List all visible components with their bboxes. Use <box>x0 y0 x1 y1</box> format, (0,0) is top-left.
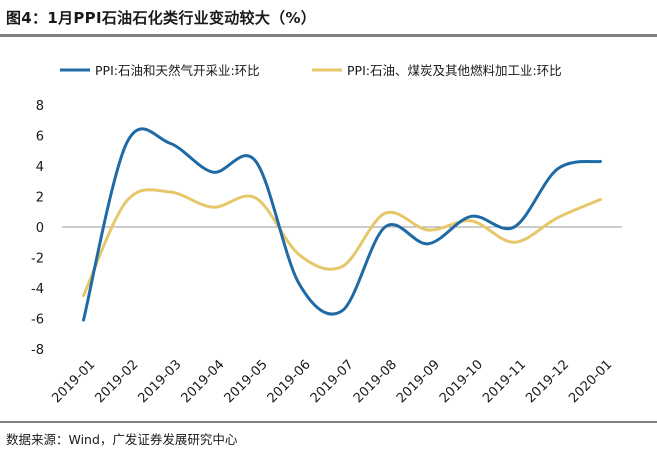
figure-title: 图4：1月PPI石油石化类行业变动较大（%） <box>6 9 317 27</box>
line-chart: PPI:石油和天然气开采业:环比 PPI:石油、煤炭及其他燃料加工业:环比 8 6 4… <box>31 63 622 406</box>
x-tick-label: 2019-09 <box>394 357 443 406</box>
y-tick-label: 4 <box>36 160 44 175</box>
y-tick-label: -6 <box>31 313 44 328</box>
x-tick-label: 2019-02 <box>92 357 141 406</box>
y-tick-label: 6 <box>36 130 44 145</box>
x-tick-label: 2019-11 <box>480 357 529 406</box>
x-tick-label: 2020-01 <box>566 357 615 406</box>
x-tick-label: 2019-07 <box>308 357 357 406</box>
legend-label-2: PPI:石油、煤炭及其他燃料加工业:环比 <box>347 63 562 78</box>
x-tick-label: 2019-04 <box>179 357 228 406</box>
bottom-rule <box>0 421 657 423</box>
top-rule <box>0 34 657 37</box>
x-tick-label: 2019-10 <box>437 357 486 406</box>
x-tick-label: 2019-03 <box>135 357 184 406</box>
x-axis: 2019-012019-022019-032019-042019-052019-… <box>49 226 622 406</box>
y-tick-label: 8 <box>36 99 44 114</box>
y-tick-label: -4 <box>31 282 44 297</box>
x-tick-label: 2019-12 <box>523 357 572 406</box>
x-tick-label: 2019-05 <box>222 357 271 406</box>
y-tick-label: -8 <box>31 343 44 358</box>
y-tick-label: 2 <box>36 191 44 206</box>
series-line-2 <box>82 188 602 298</box>
x-tick-label: 2019-01 <box>49 357 98 406</box>
y-tick-label: -2 <box>31 252 44 267</box>
y-axis: 8 6 4 2 0 -2 -4 -6 -8 <box>31 99 44 358</box>
series-line-1 <box>82 127 602 322</box>
series-lines <box>82 127 602 322</box>
x-tick-label: 2019-08 <box>351 357 400 406</box>
legend-label-1: PPI:石油和天然气开采业:环比 <box>95 63 260 78</box>
chart-legend: PPI:石油和天然气开采业:环比 PPI:石油、煤炭及其他燃料加工业:环比 <box>60 63 562 78</box>
figure-header: 图4：1月PPI石油石化类行业变动较大（%） <box>0 0 657 36</box>
source-note: 数据来源：Wind，广发证券发展研究中心 <box>6 432 238 447</box>
x-tick-label: 2019-06 <box>265 357 314 406</box>
y-tick-label: 0 <box>36 221 44 236</box>
